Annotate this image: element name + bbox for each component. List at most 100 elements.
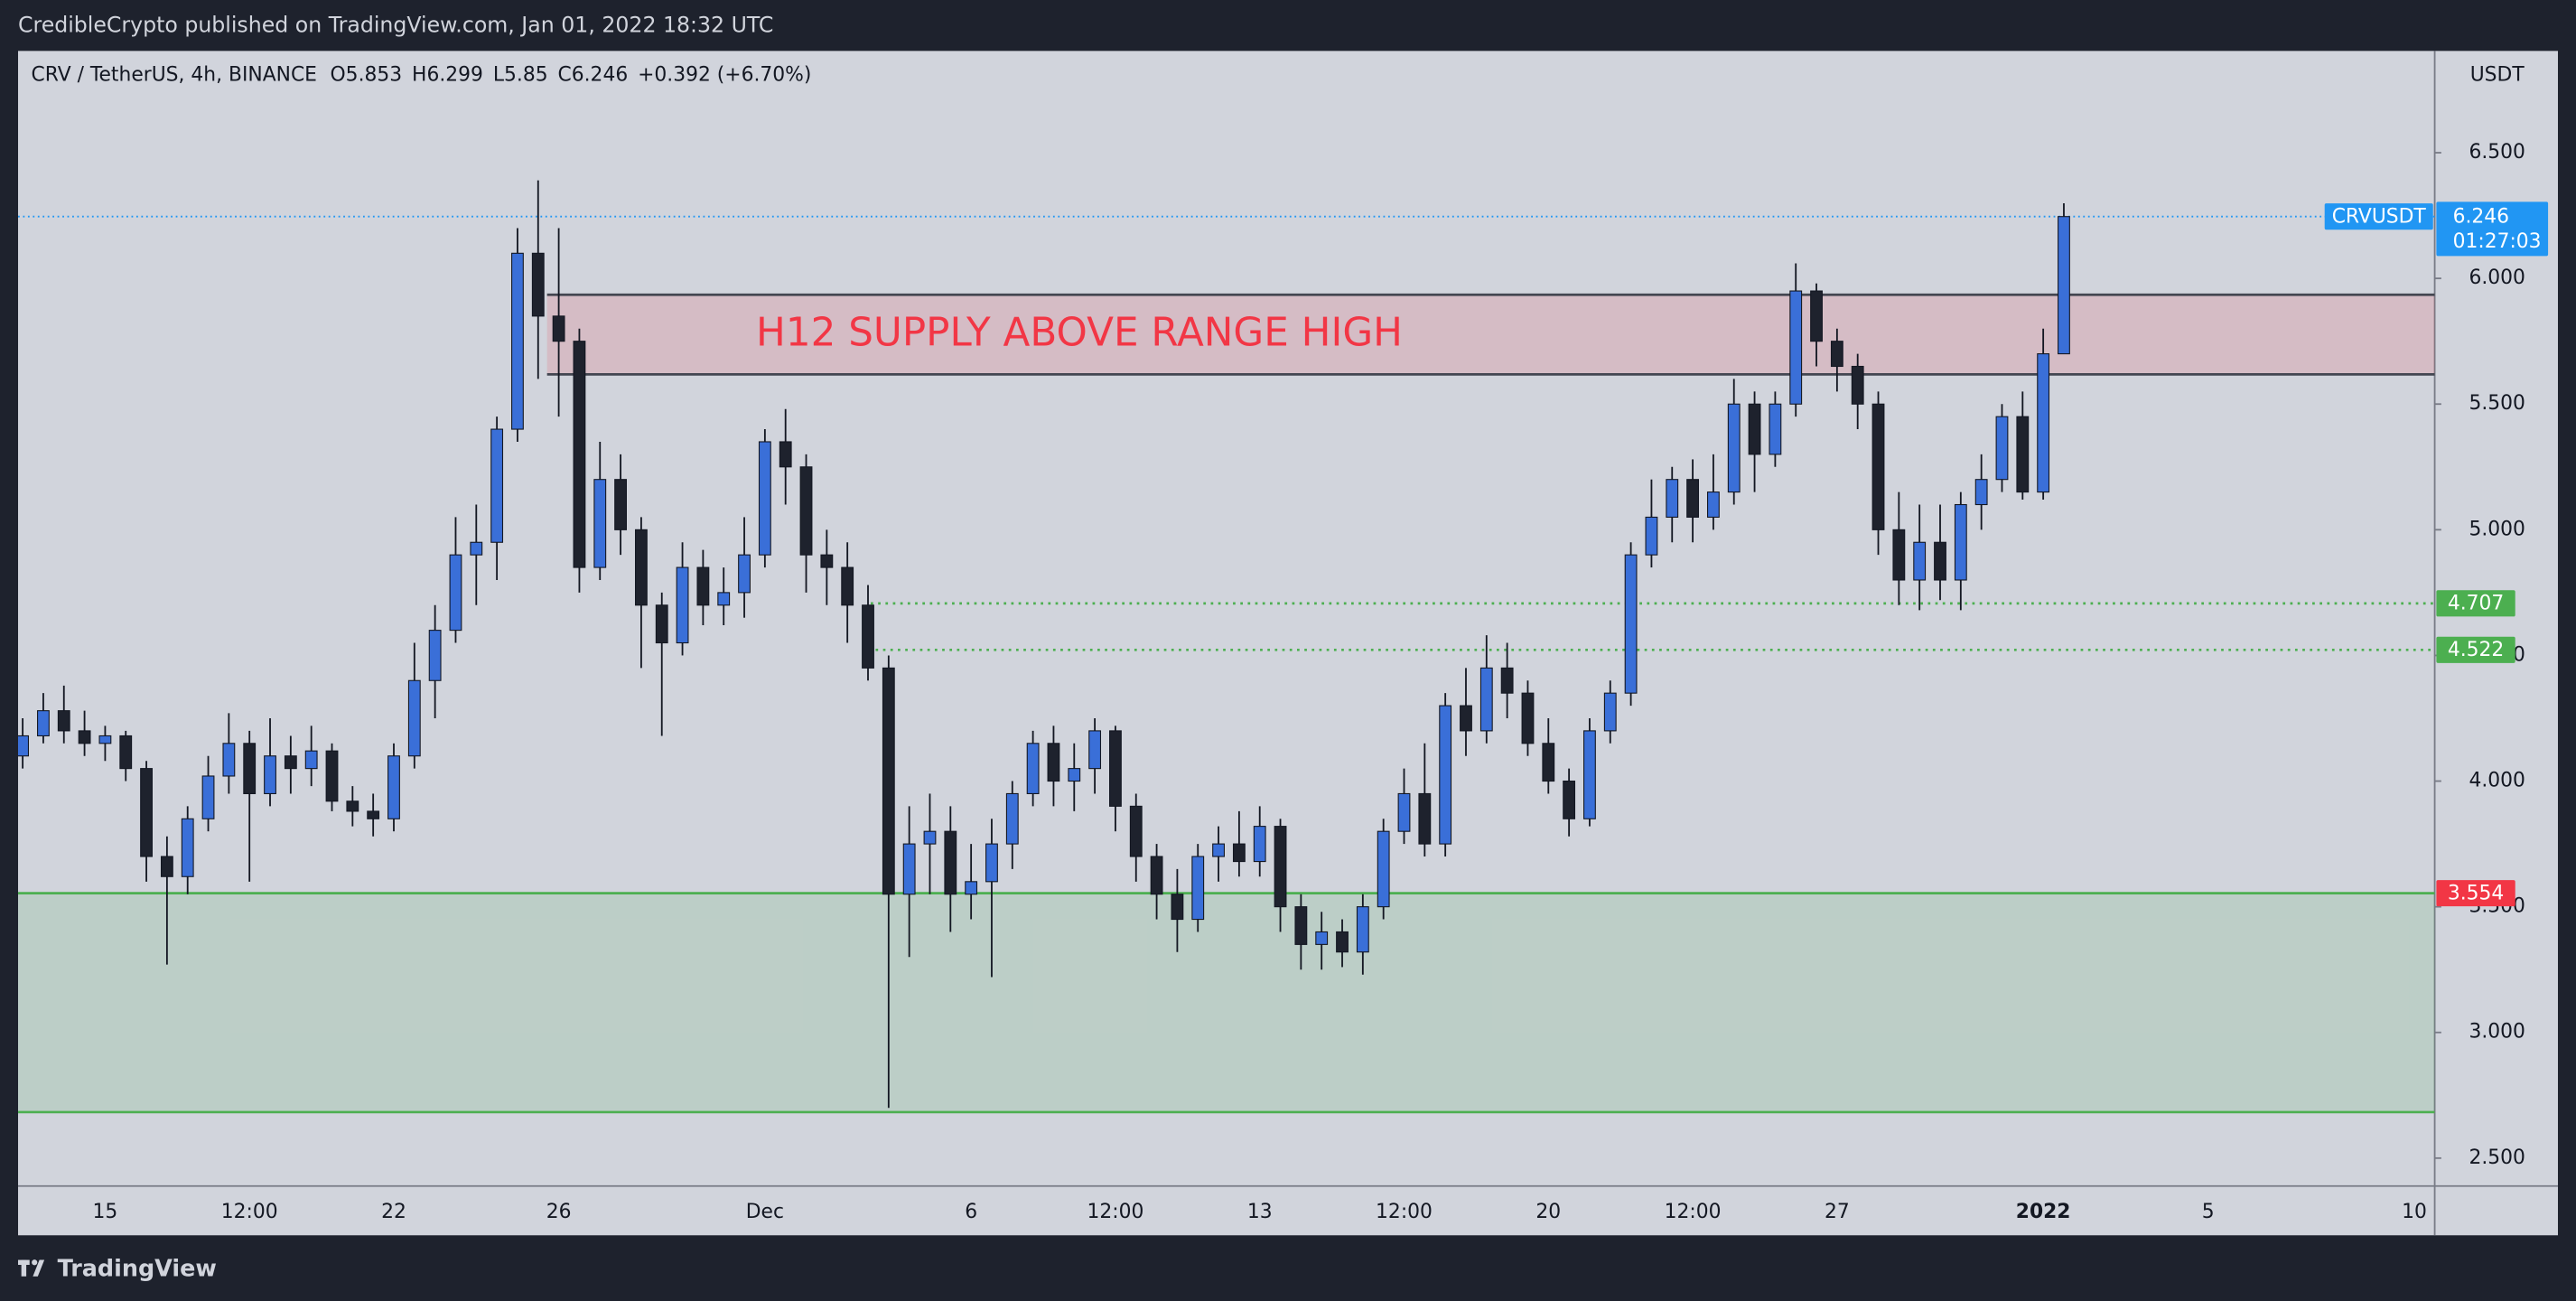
candle-body [1439, 705, 1452, 845]
candle-body [1624, 554, 1638, 694]
candle-body [1129, 805, 1143, 857]
legend-value: 5.853 [346, 64, 402, 87]
brand-name: TradingView [58, 1255, 217, 1282]
header-text: CredibleCrypto published on TradingView.… [18, 13, 773, 38]
candle-body [1315, 931, 1329, 945]
zone-label: H12 SUPPLY ABOVE RANGE HIGH [756, 309, 1403, 355]
candle-body [655, 604, 668, 644]
candle-body [1479, 667, 1493, 732]
candle-body [738, 554, 751, 594]
legend-value: 5.85 [504, 64, 548, 87]
candle-body [1892, 529, 1906, 581]
x-tick-label: 26 [546, 1201, 572, 1223]
candle-body [1171, 894, 1184, 921]
candle-body [511, 252, 524, 430]
candle-body [201, 775, 215, 819]
candle-body [1748, 403, 1761, 455]
price-badge-value: 6.246 [2453, 206, 2509, 229]
candle-body [552, 315, 565, 342]
candle-body [1563, 780, 1576, 819]
y-tick-label: 6.000 [2469, 267, 2525, 289]
zone [546, 295, 2435, 375]
candle-body [1418, 792, 1432, 845]
candle-body [882, 667, 895, 895]
x-tick-label: 12:00 [1376, 1201, 1433, 1223]
candle-body [1212, 843, 1225, 857]
candle-body [490, 428, 504, 543]
legend-change: +0.392 (+6.70%) [638, 64, 811, 87]
price-badge [2436, 201, 2549, 257]
candle-body [1068, 768, 1081, 782]
candle-body [2058, 216, 2070, 355]
candle-body [1397, 792, 1411, 832]
legend-key: L [493, 64, 505, 87]
x-tick-label: 6 [965, 1201, 977, 1223]
candle-body [1274, 826, 1287, 908]
candle-body [407, 679, 421, 757]
level-badge [2436, 590, 2515, 617]
candle-body [1666, 479, 1679, 518]
brand-logo [18, 1259, 45, 1277]
legend-symbol: CRV / TetherUS, 4h, BINANCE [32, 64, 317, 87]
price-axis-unit: USDT [2470, 64, 2525, 87]
candle-body [820, 554, 834, 568]
x-tick-label: 12:00 [1665, 1201, 1722, 1223]
candle-body [593, 479, 607, 568]
x-tick-label: 27 [1825, 1201, 1850, 1223]
legend-key: O [331, 64, 346, 87]
candle-body [696, 566, 710, 606]
level-badge-label: 4.522 [2448, 639, 2504, 661]
candle-body [78, 730, 91, 744]
candle-body [346, 800, 359, 812]
x-tick-label: 5 [2202, 1201, 2215, 1223]
level-badge-label: 3.554 [2448, 883, 2504, 905]
candle-body [944, 830, 957, 895]
candle-body [140, 768, 153, 857]
candle-body [160, 856, 173, 877]
candle-body [222, 743, 236, 777]
level-badge-label: 4.707 [2448, 593, 2504, 615]
zone [18, 893, 2435, 1112]
x-tick-label: 13 [1247, 1201, 1273, 1223]
candle-body [862, 604, 874, 669]
candle-body [1995, 416, 2009, 481]
candle-body [1810, 290, 1823, 342]
x-tick-label: 12:00 [221, 1201, 278, 1223]
candle-body [1583, 730, 1596, 819]
candle-body [1191, 856, 1205, 921]
legend-key: H [412, 64, 426, 87]
candle-body [1088, 730, 1102, 770]
candle-body [1150, 856, 1163, 895]
candle-body [37, 710, 50, 737]
x-tick-label: Dec [746, 1201, 784, 1223]
symbol-badge [2324, 203, 2433, 230]
candle-body [531, 252, 545, 317]
symbol-badge-label: CRVUSDT [2332, 206, 2427, 229]
candle-body [573, 341, 586, 568]
x-tick-label: 22 [381, 1201, 406, 1223]
candle-body [1460, 705, 1472, 732]
x-tick-label: 2022 [2016, 1201, 2071, 1223]
candle-body [1500, 667, 1514, 694]
level-badge [2436, 880, 2515, 907]
candle-body [1913, 541, 1927, 581]
candle-body [181, 818, 194, 877]
candle-body [449, 554, 462, 632]
legend-key: C [558, 64, 572, 87]
candle-body [779, 441, 792, 468]
candle-body [1542, 743, 1555, 782]
x-tick-label: 20 [1535, 1201, 1561, 1223]
x-tick-label: 10 [2402, 1201, 2427, 1223]
x-tick-label: 12:00 [1087, 1201, 1143, 1223]
candle-body [470, 541, 483, 556]
plot-area [18, 180, 2435, 1114]
candle-body [1954, 503, 1967, 581]
candle-body [1851, 365, 1864, 405]
candle-body [1336, 931, 1349, 953]
candle-body [1934, 541, 1946, 581]
price-badge-countdown: 01:27:03 [2453, 230, 2542, 253]
x-tick-label: 15 [93, 1201, 118, 1223]
candle-body [923, 830, 937, 845]
candle-body [1686, 479, 1699, 518]
